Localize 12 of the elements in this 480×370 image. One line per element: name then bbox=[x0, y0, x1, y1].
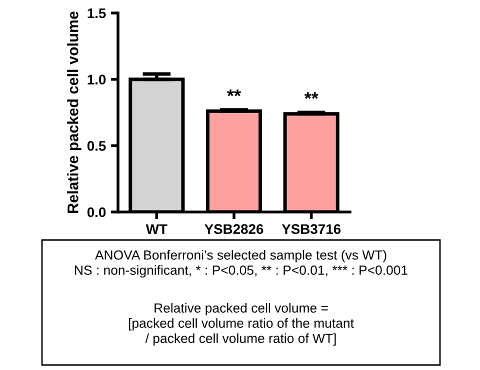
annotation: ** bbox=[227, 90, 242, 96]
x-tick-label: YSB3716 bbox=[282, 224, 341, 234]
y-tick-label: 1.0 bbox=[88, 74, 106, 85]
y-axis-title: Relative packed cell volume bbox=[67, 12, 82, 213]
y-tick-label: 0.0 bbox=[87, 207, 106, 218]
x-tick-label: WT bbox=[146, 224, 168, 234]
y-tick-label: 1.5 bbox=[88, 8, 106, 18]
annotation: ** bbox=[304, 92, 318, 99]
text: ANOVA Bonferroni’s selected sample test (vs WT) NS : non-significant, * : P<0.05, ** : P<0.01, *** : P<0.001 bbox=[75, 250, 408, 278]
x-tick-label: YSB2826 bbox=[204, 224, 264, 234]
text: Relative packed cell volume = [packed cell volume ratio of the mutant / packed cell volume ratio of WT] bbox=[129, 303, 354, 346]
y-tick-label: 0.5 bbox=[87, 141, 106, 151]
